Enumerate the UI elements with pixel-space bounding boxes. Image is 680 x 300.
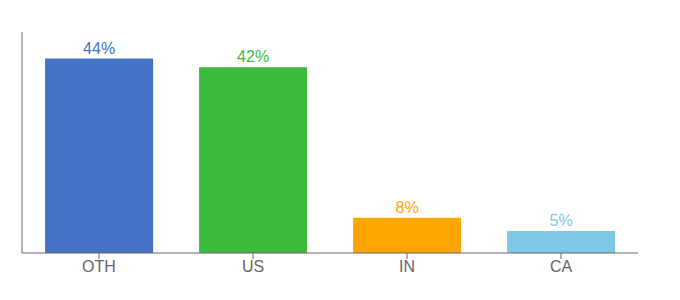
svg-text:8%: 8%: [396, 199, 419, 216]
svg-text:OTH: OTH: [82, 258, 116, 275]
svg-text:42%: 42%: [237, 48, 269, 65]
svg-text:5%: 5%: [550, 212, 573, 229]
svg-text:IN: IN: [399, 258, 415, 275]
svg-text:US: US: [242, 258, 264, 275]
svg-text:44%: 44%: [83, 40, 115, 57]
svg-text:CA: CA: [550, 258, 573, 275]
